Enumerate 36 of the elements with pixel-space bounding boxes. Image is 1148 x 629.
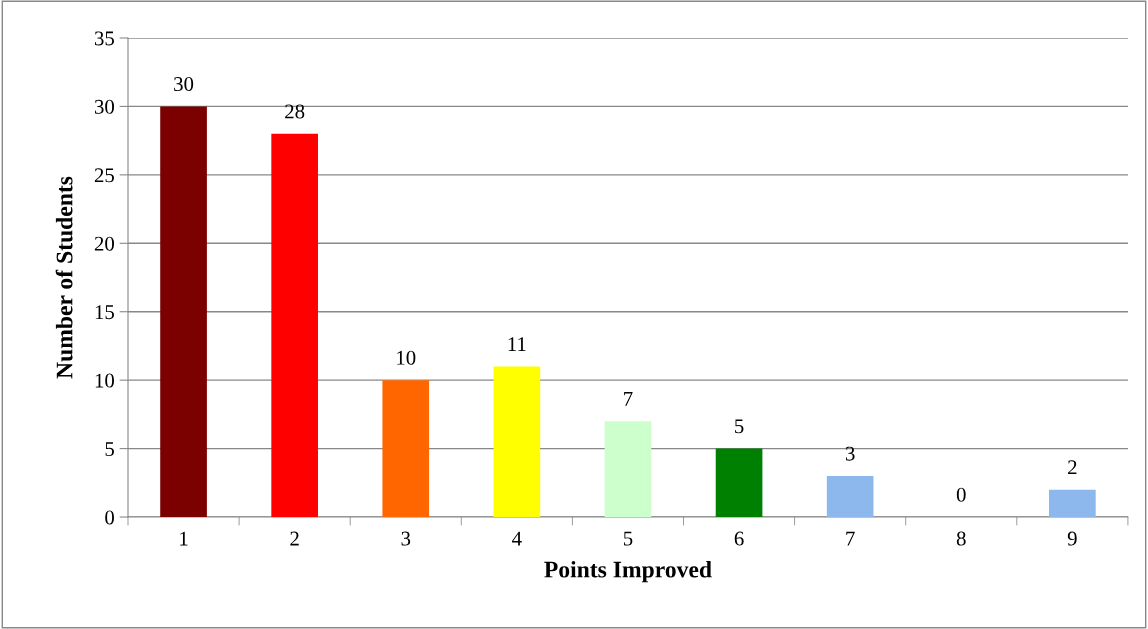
y-tick-label: 15 [95, 305, 114, 320]
x-tick-label: 2 [290, 531, 299, 546]
x-tick-label: 4 [512, 531, 522, 546]
y-tick-label: 30 [94, 99, 115, 114]
y-tick-label: 20 [94, 236, 115, 251]
bar [493, 366, 541, 518]
data-label: 28 [285, 104, 305, 119]
bar [271, 133, 318, 518]
x-tick-label: 3 [401, 531, 411, 546]
x-tick-label: 5 [623, 531, 633, 546]
bar [826, 475, 874, 518]
data-label: 0 [956, 487, 966, 502]
data-label: 10 [397, 350, 416, 365]
y-axis-title: Number of Students [55, 176, 73, 379]
y-tick-label: 0 [105, 510, 115, 525]
x-tick-label: 8 [956, 531, 966, 546]
y-tick-label: 5 [105, 442, 114, 457]
x-axis-title: Points Improved [544, 560, 712, 583]
y-tick-label: 35 [94, 31, 114, 46]
x-tick-label: 1 [180, 531, 188, 546]
bar [1049, 489, 1096, 518]
x-tick-label: 7 [846, 531, 855, 546]
bar [715, 448, 763, 518]
data-label: 11 [508, 337, 526, 351]
data-label: 5 [735, 419, 744, 434]
bar [382, 380, 430, 518]
data-label: 30 [174, 77, 194, 92]
data-label: 7 [624, 392, 633, 406]
x-tick-label: 9 [1067, 531, 1077, 546]
y-tick-label: 10 [95, 373, 115, 388]
bar [604, 421, 652, 518]
y-tick-label: 25 [94, 168, 114, 183]
data-label: 3 [845, 446, 855, 461]
x-tick-label: 6 [734, 531, 744, 546]
data-label: 2 [1068, 460, 1077, 475]
bar [160, 106, 207, 518]
